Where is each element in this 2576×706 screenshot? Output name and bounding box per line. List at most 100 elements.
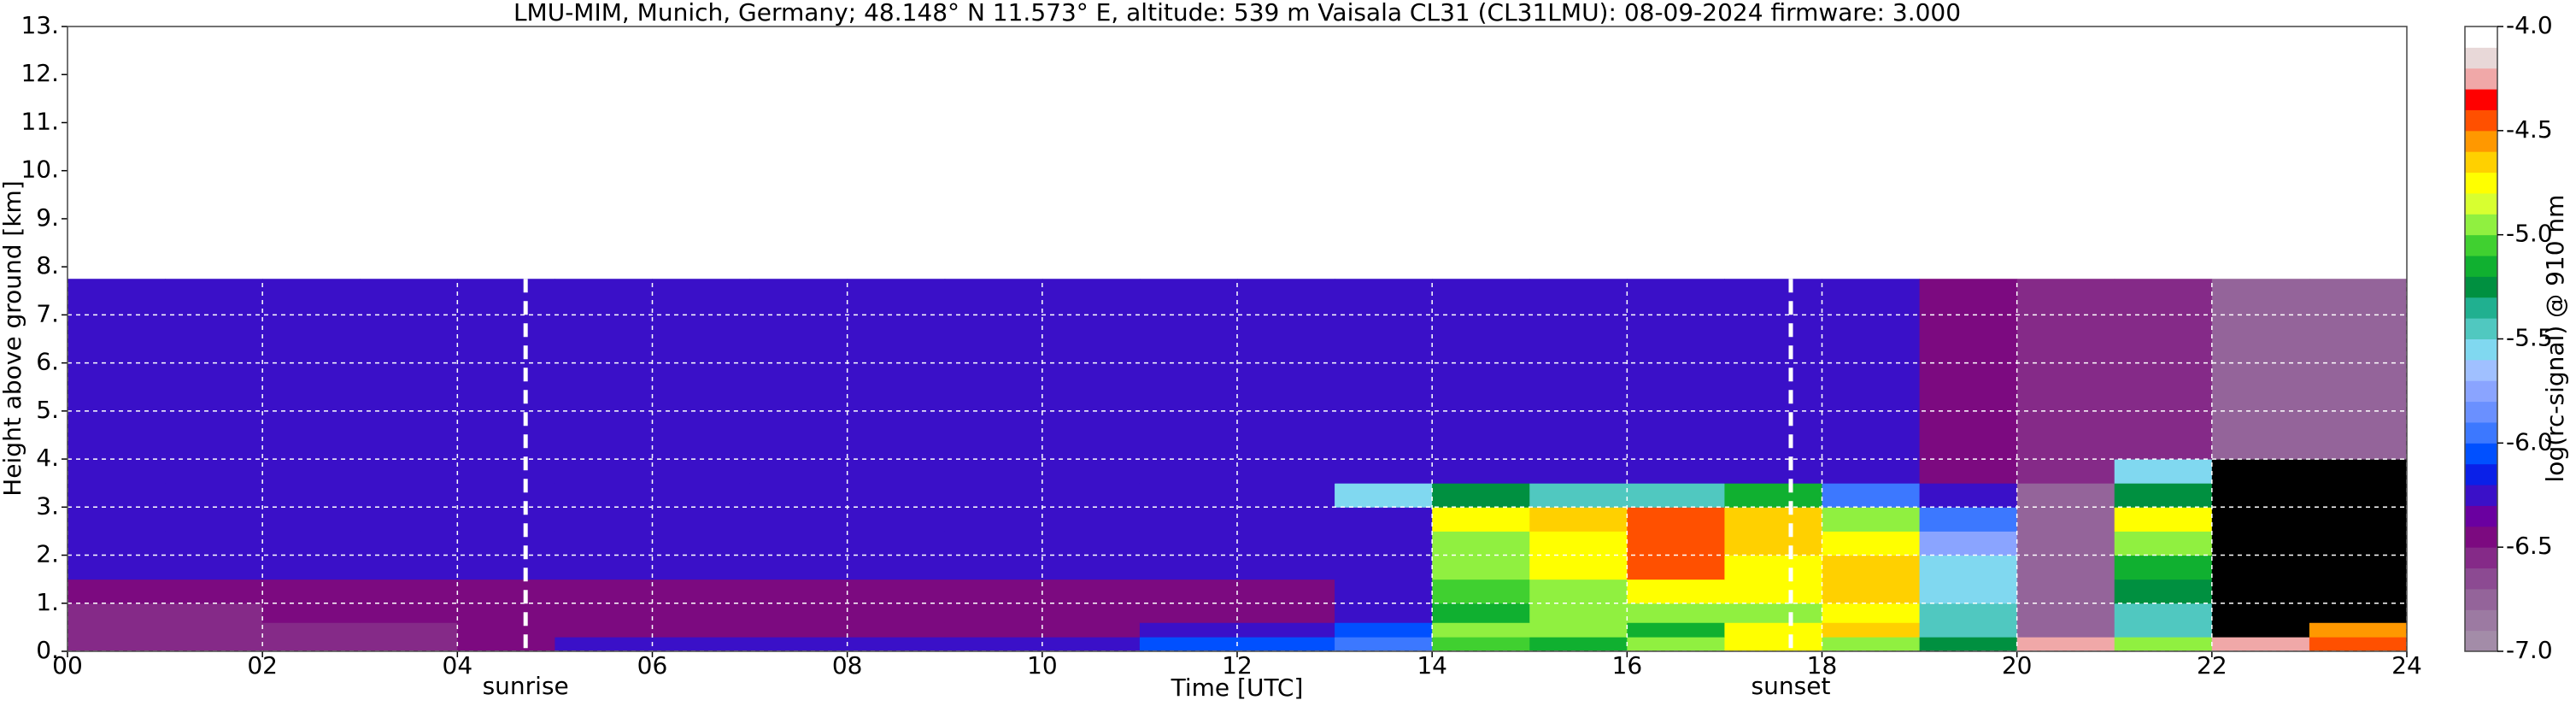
heatmap-cell [1139,531,1238,556]
heatmap-cell [1724,279,1822,460]
heatmap-cell [652,579,751,604]
heatmap-cell [2114,531,2213,556]
heatmap-cell [2309,579,2408,604]
x-tick-label: 18 [1807,651,1838,680]
heatmap-cell [1724,507,1822,532]
heatmap-cell [555,555,653,580]
heatmap-cell [1627,483,1725,508]
x-axis-label: Time [UTC] [1171,674,1304,702]
heatmap-cell [262,279,361,460]
heatmap-cell [360,603,458,623]
heatmap-cell [1237,279,1335,460]
colorbar-band [2465,26,2497,48]
heatmap-cell [2309,507,2408,532]
heatmap-cell [1822,483,1921,508]
heatmap-cell [262,459,361,484]
y-tick-label: 0. [36,636,59,664]
heatmap-cell [847,507,946,532]
heatmap-cell [1335,279,1433,460]
colorbar-band [2465,505,2497,527]
heatmap-cell [1139,637,1238,652]
colorbar-tick-label: -4.0 [2506,11,2553,39]
heatmap-cell [652,483,751,508]
heatmap-cell [1432,531,1530,556]
heatmap-cell [1237,555,1335,580]
heatmap-cell [1919,603,2018,623]
heatmap-cell [944,555,1043,580]
heatmap-cell [1627,531,1725,556]
heatmap-cell [944,531,1043,556]
heatmap-cell [2016,279,2115,460]
heatmap-cell [1432,637,1530,652]
heatmap-cell [1627,622,1725,638]
heatmap-cell [2114,483,2213,508]
heatmap-cell [847,622,946,638]
heatmap-cell [2016,531,2115,556]
annotation-label: sunset [1752,672,1831,700]
y-tick-label: 6. [36,348,59,376]
heatmap-cell [1919,483,2018,508]
heatmap-cell [1237,622,1335,638]
heatmap-cell [1529,603,1628,623]
y-tick-label: 3. [36,491,59,520]
x-tick-label: 10 [1027,651,1058,680]
heatmap-cell [2016,579,2115,604]
heatmap-cell [2114,459,2213,484]
colorbar-band [2465,256,2497,277]
x-tick-label: 20 [2002,651,2033,680]
heatmap-cell [1335,637,1433,652]
y-tick-label: 8. [36,251,59,279]
heatmap-cell [1237,483,1335,508]
heatmap-cell [457,579,555,604]
heatmap-cell [457,555,555,580]
heatmap-cell [652,531,751,556]
heatmap-cell [165,459,263,484]
heatmap-cell [555,622,653,638]
colorbar-tick-label: -6.0 [2506,427,2553,456]
heatmap-cell [944,279,1043,460]
heatmap-cell [1822,279,1921,460]
heatmap-cell [2211,555,2310,580]
heatmap-cell [1919,507,2018,532]
heatmap-cell [2114,622,2213,638]
heatmap-cell [2016,622,2115,638]
heatmap-cell [1822,603,1921,623]
heatmap-cell [1822,507,1921,532]
heatmap-cell [1042,483,1141,508]
heatmap-cell [1335,555,1433,580]
heatmap-cell [944,507,1043,532]
plot-frame [67,26,2408,652]
heatmap-cell [457,279,555,460]
heatmap-cell [1237,603,1335,623]
heatmap-cell [360,531,458,556]
heatmap-cell [2211,459,2310,484]
heatmap-cell [1042,555,1141,580]
heatmap-cell [1335,622,1433,638]
colorbar-tick-label: -4.5 [2506,115,2553,144]
heatmap-cell [652,459,751,484]
heatmap-cell [944,637,1043,652]
y-tick-label: 2. [36,540,59,568]
heatmap-cell [360,579,458,604]
heatmap-cell [1432,483,1530,508]
heatmap-cell [1529,555,1628,580]
heatmap-cell [2016,637,2115,652]
x-tick-label: 02 [247,651,278,680]
heatmap-cell [67,603,166,623]
x-tick-label: 24 [2391,651,2422,680]
heatmap-cell [67,579,166,604]
y-tick-label: 13. [21,11,59,39]
heatmap-cell [1919,279,2018,460]
heatmap-cell [1627,507,1725,532]
heatmap-cell [749,279,848,460]
heatmap-cell [944,459,1043,484]
heatmap-cell [262,507,361,532]
colorbar-tick-label: -5.5 [2506,324,2553,352]
y-tick-label: 5. [36,396,59,424]
heatmap-cell [1627,637,1725,652]
colorbar-band [2465,151,2497,174]
heatmap-cell [2211,483,2310,508]
colorbar-label: log(rc-signal) @ 910 nm [2541,195,2569,483]
heatmap-cell [2114,637,2213,652]
heatmap-cell [1335,507,1433,532]
